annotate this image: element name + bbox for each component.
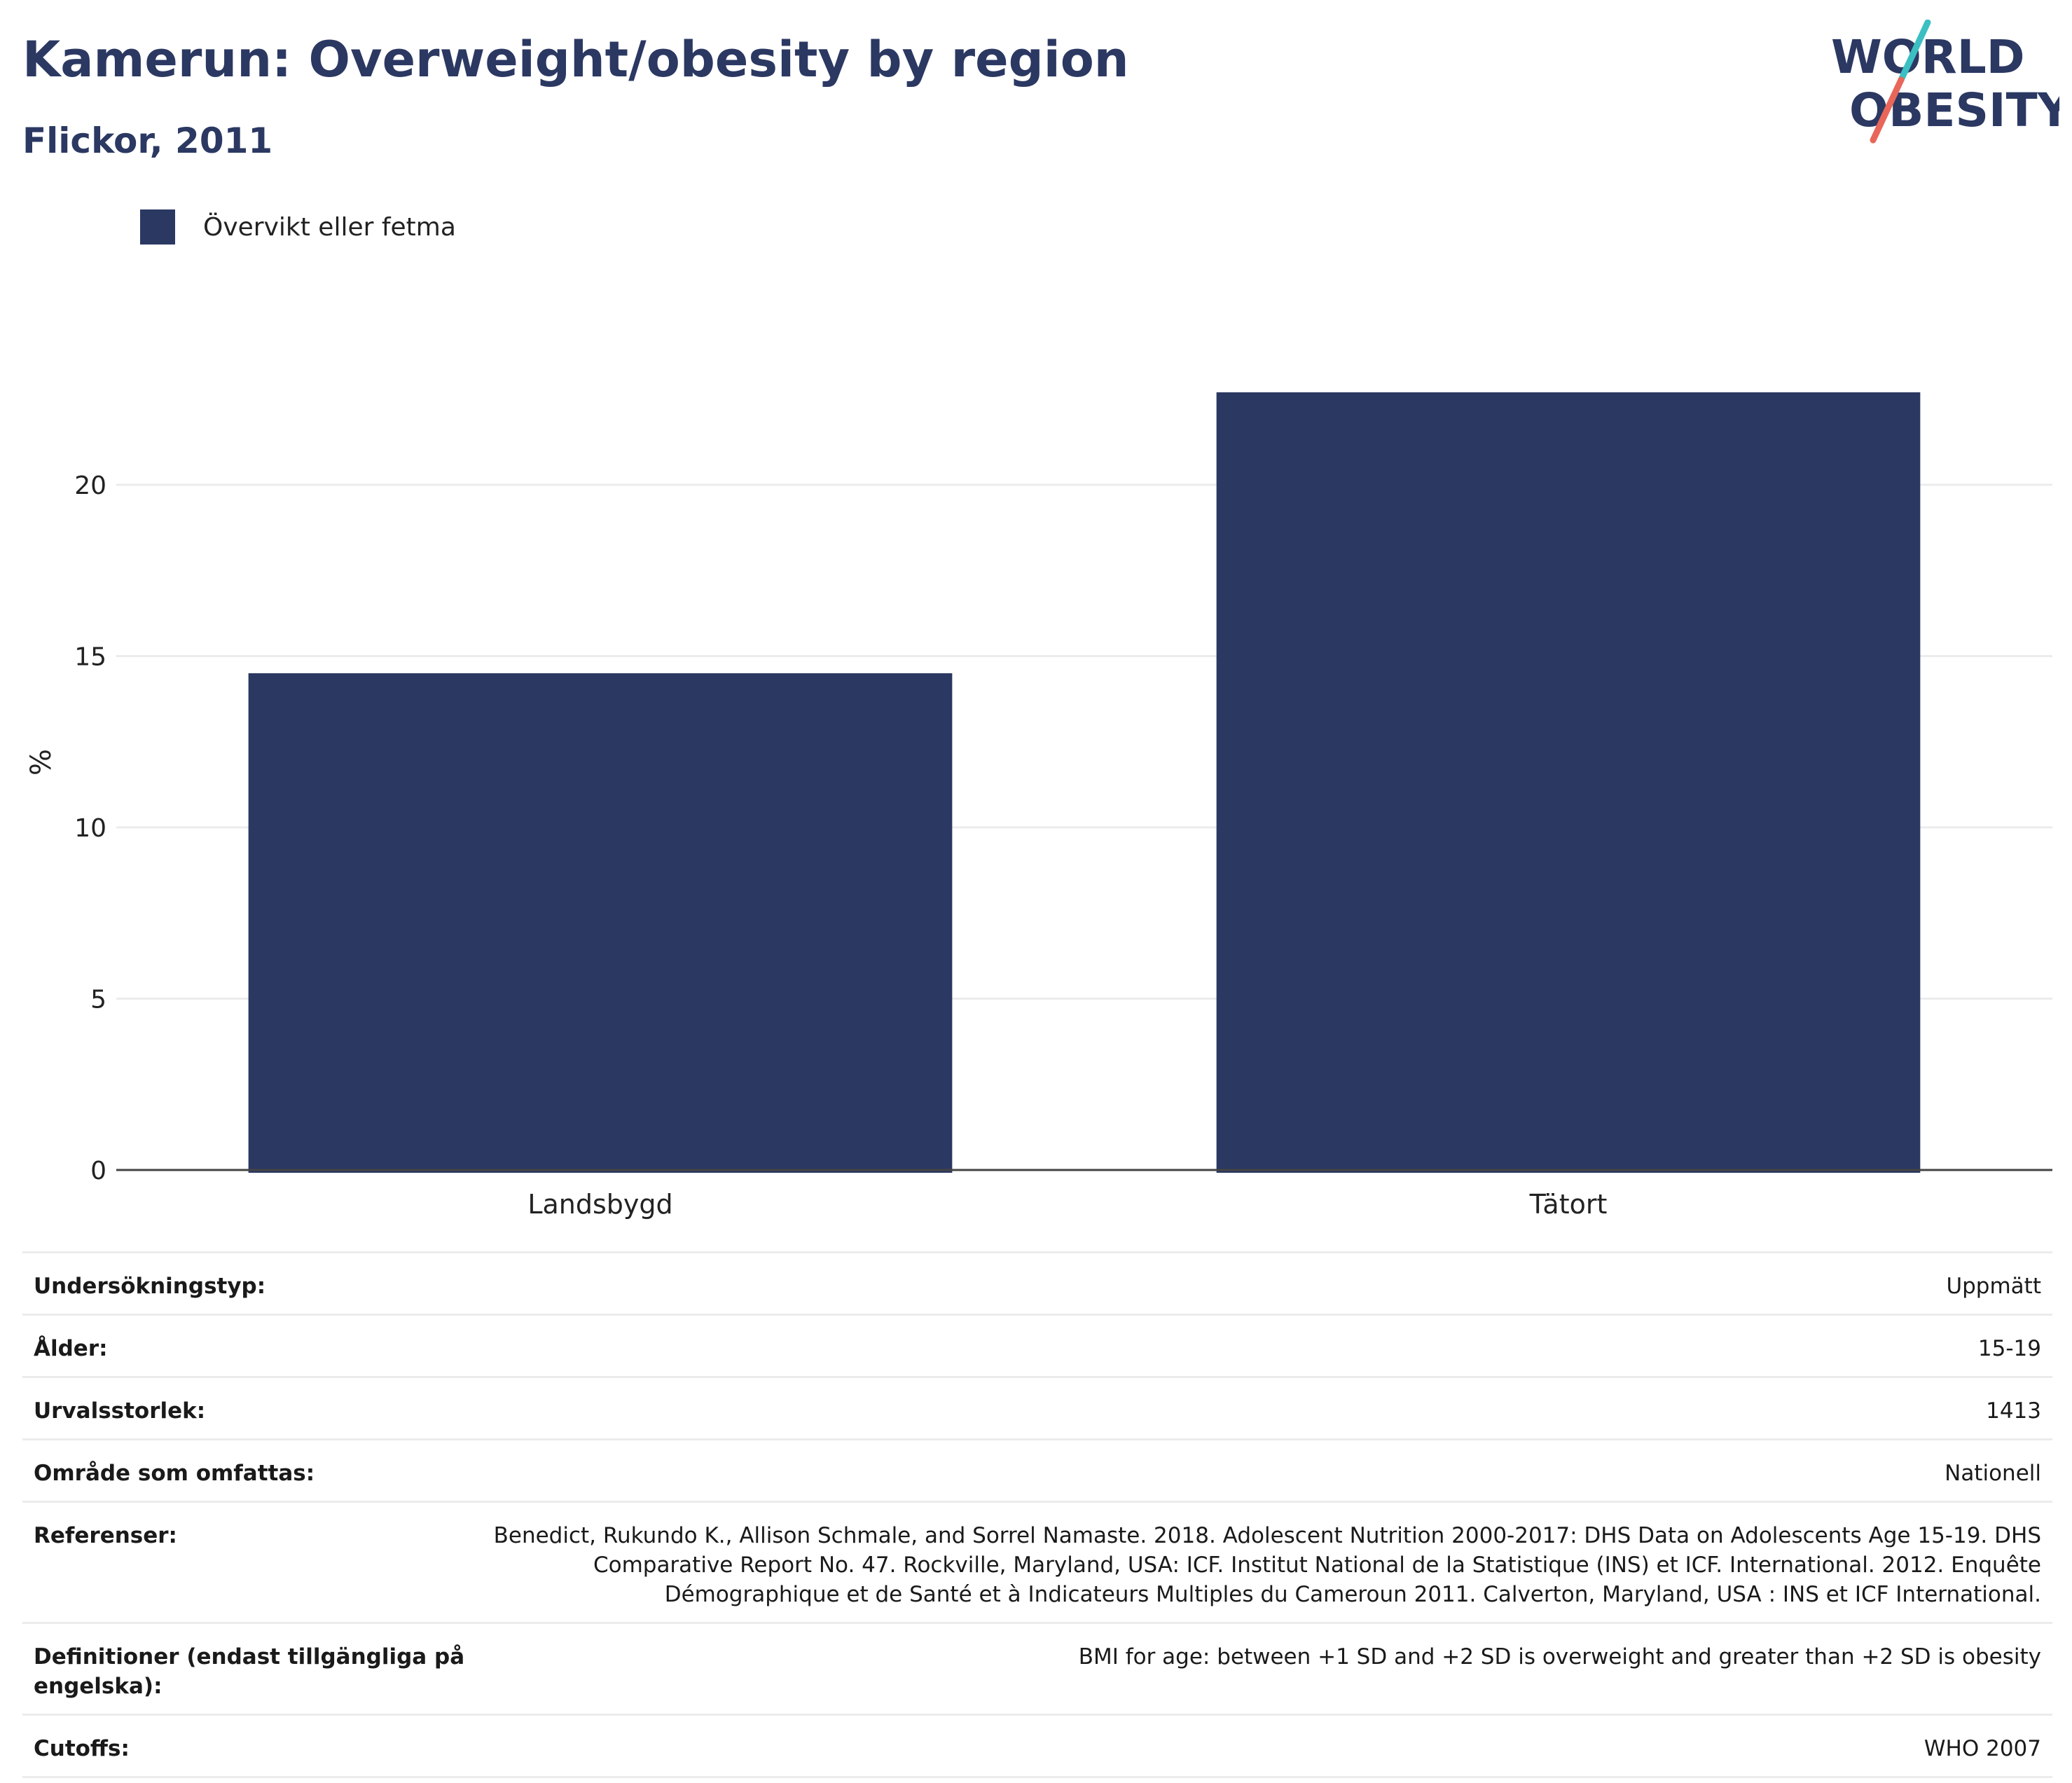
logo-text-world: WORLD xyxy=(1831,30,2025,84)
info-row: Ålder: 15-19 xyxy=(22,1314,2052,1378)
bar-1[interactable] xyxy=(1216,392,1921,1173)
info-row: Område som omfattas: Nationell xyxy=(22,1438,2052,1503)
info-value: 15-19 xyxy=(479,1314,2052,1378)
x-category-label: Tätort xyxy=(1529,1189,1608,1220)
y-axis-label: % xyxy=(25,749,57,776)
info-row: Undersökningstyp: Uppmätt xyxy=(22,1251,2052,1316)
chart-title: Kamerun: Overweight/obesity by region xyxy=(22,31,1129,88)
x-axis-categories: Landsbygd Tätort xyxy=(527,1189,1607,1220)
logo-slash-top xyxy=(1898,20,1931,83)
info-row: Urvalsstorlek: 1413 xyxy=(22,1376,2052,1440)
y-tick-label: 5 xyxy=(90,986,106,1014)
legend-label: Övervikt eller fetma xyxy=(203,212,456,242)
y-tick-label: 10 xyxy=(74,814,106,843)
info-value: 1413 xyxy=(479,1376,2052,1440)
legend[interactable]: Övervikt eller fetma xyxy=(140,207,456,247)
bar-chart: 0 5 10 15 20 Landsbygd Tätort % xyxy=(25,392,2052,1220)
info-table: Undersökningstyp: Uppmätt Ålder: 15-19 Urval… xyxy=(22,1251,2052,1778)
info-key: Referenser: xyxy=(22,1501,479,1624)
x-category-label: Landsbygd xyxy=(527,1189,672,1220)
logo-slash-bottom xyxy=(1870,76,1905,144)
info-value: Benedict, Rukundo K., Allison Schmale, a… xyxy=(479,1501,2052,1624)
chart-subtitle: Flickor, 2011 xyxy=(22,121,273,161)
world-obesity-logo: WORLD OBESITY xyxy=(1831,20,2059,144)
info-key: Undersökningstyp: xyxy=(22,1251,479,1316)
info-value: BMI for age: between +1 SD and +2 SD is … xyxy=(479,1622,2052,1716)
info-key: Definitioner (endast tillgängliga på eng… xyxy=(22,1622,479,1716)
bar-0[interactable] xyxy=(248,673,953,1173)
info-value: Uppmätt xyxy=(479,1251,2052,1316)
info-row: Cutoffs: WHO 2007 xyxy=(22,1714,2052,1778)
y-tick-label: 0 xyxy=(90,1157,106,1185)
info-row: Definitioner (endast tillgängliga på eng… xyxy=(22,1622,2052,1716)
info-key: Ålder: xyxy=(22,1314,479,1378)
legend-swatch xyxy=(140,209,175,245)
y-axis-ticks: 0 5 10 15 20 xyxy=(74,471,106,1185)
info-key: Urvalsstorlek: xyxy=(22,1376,479,1440)
info-value: Nationell xyxy=(479,1438,2052,1503)
bars xyxy=(248,392,1921,1173)
info-value: WHO 2007 xyxy=(479,1714,2052,1778)
y-tick-label: 15 xyxy=(74,643,106,672)
info-key: Område som omfattas: xyxy=(22,1438,479,1503)
info-row: Referenser: Benedict, Rukundo K., Allison… xyxy=(22,1501,2052,1624)
info-key: Cutoffs: xyxy=(22,1714,479,1778)
y-tick-label: 20 xyxy=(74,471,106,500)
